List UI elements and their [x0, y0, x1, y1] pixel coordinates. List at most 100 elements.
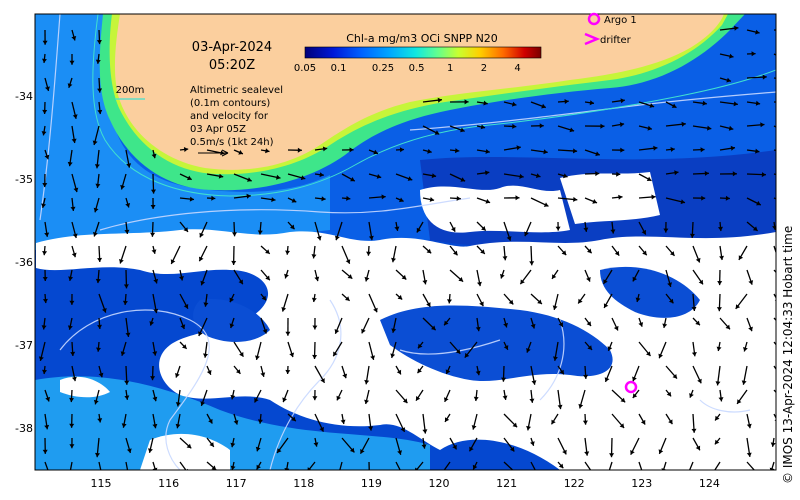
velocity-arrow	[422, 97, 443, 103]
velocity-arrow	[717, 269, 723, 286]
velocity-arrow	[233, 341, 244, 358]
velocity-arrow	[444, 413, 451, 423]
velocity-arrow	[476, 197, 491, 204]
velocity-arrow	[206, 461, 217, 470]
colorbar: Chl-a mg/m3 OCi SNPP N20 0.05 0.1 0.25 0.5 1…	[294, 32, 542, 74]
velocity-arrow	[500, 269, 505, 279]
velocity-arrow	[422, 413, 428, 434]
velocity-arrow	[203, 293, 209, 307]
velocity-arrow	[638, 125, 653, 131]
velocity-arrow	[519, 269, 532, 285]
velocity-arrow	[255, 437, 262, 452]
velocity-arrow	[689, 389, 694, 398]
velocity-arrow	[257, 221, 263, 235]
velocity-arrow	[179, 293, 189, 310]
velocity-arrow	[314, 146, 328, 152]
velocity-arrow	[179, 317, 186, 330]
velocity-arrow	[307, 461, 316, 470]
velocity-arrow	[746, 269, 754, 285]
velocity-arrow	[41, 125, 47, 136]
velocity-arrow	[395, 269, 407, 280]
velocity-arrow	[529, 389, 535, 403]
velocity-arrow	[773, 149, 776, 152]
velocity-arrow	[583, 221, 589, 232]
velocity-arrow	[503, 145, 521, 151]
velocity-arrow	[368, 173, 382, 179]
x-tick-116: 116	[158, 477, 179, 490]
velocity-arrow	[468, 437, 478, 452]
velocity-arrow	[692, 317, 701, 326]
velocity-arrow	[530, 365, 537, 385]
velocity-arrow	[449, 125, 465, 133]
velocity-arrow	[476, 245, 486, 255]
velocity-arrow	[96, 29, 102, 45]
velocity-arrow	[714, 413, 721, 421]
scale-arrow-icon	[198, 149, 229, 157]
velocity-arrow	[464, 341, 478, 359]
velocity-arrow	[341, 173, 356, 182]
velocity-arrow	[746, 29, 760, 35]
velocity-arrow	[746, 461, 756, 470]
velocity-arrow	[395, 147, 405, 153]
velocity-arrow	[665, 389, 672, 397]
colorbar-tick-0.05: 0.05	[294, 63, 316, 74]
velocity-arrow	[71, 173, 79, 193]
x-tick-122: 122	[564, 477, 585, 490]
velocity-arrow	[67, 77, 73, 89]
velocity-arrow	[260, 365, 266, 378]
x-tick-119: 119	[361, 477, 382, 490]
velocity-arrow	[665, 170, 679, 176]
velocity-arrow	[716, 293, 722, 312]
velocity-arrow	[312, 317, 318, 330]
velocity-arrow	[395, 173, 413, 181]
velocity-arrow	[551, 269, 559, 280]
velocity-arrow	[503, 101, 517, 107]
velocity-arrow	[476, 293, 484, 307]
velocity-arrow	[449, 99, 469, 105]
velocity-arrow	[361, 317, 370, 334]
velocity-arrow	[603, 293, 613, 309]
velocity-arrow	[719, 25, 739, 31]
drifter-legend-label: drifter	[600, 35, 632, 46]
velocity-arrow	[584, 123, 605, 129]
velocity-arrow	[692, 147, 705, 153]
velocity-arrow	[638, 245, 648, 256]
velocity-arrow	[364, 389, 370, 405]
velocity-arrow	[638, 341, 652, 357]
plot-border	[34, 13, 777, 471]
velocity-arrow	[96, 341, 101, 352]
velocity-arrow	[152, 293, 159, 314]
y-tick-34: -34	[15, 90, 33, 103]
velocity-arrow	[738, 245, 748, 261]
velocity-arrow	[577, 293, 586, 304]
velocity-arrow	[42, 269, 48, 282]
velocity-arrow	[421, 437, 427, 449]
velocity-arrow	[530, 437, 535, 447]
velocity-arrow	[95, 269, 101, 284]
velocity-arrow	[285, 317, 291, 336]
velocity-arrow	[692, 171, 709, 176]
velocity-arrow	[282, 389, 289, 403]
velocity-arrow	[179, 269, 184, 281]
velocity-arrow	[557, 245, 567, 256]
velocity-arrow	[449, 245, 459, 256]
velocity-arrow	[125, 461, 129, 470]
velocity-arrow	[285, 245, 290, 255]
velocity-arrow	[314, 221, 322, 241]
velocity-arrow	[476, 221, 487, 232]
velocity-arrow	[41, 197, 46, 209]
velocity-arrow	[314, 172, 324, 178]
velocity-arrow	[530, 317, 536, 329]
velocity-arrow	[553, 341, 559, 361]
velocity-arrow	[42, 365, 47, 375]
velocity-arrow	[632, 269, 640, 282]
velocity-arrow	[179, 147, 189, 152]
velocity-arrow	[602, 269, 613, 285]
velocity-arrow	[736, 389, 748, 405]
velocity-arrow	[663, 221, 669, 233]
velocity-arrow	[584, 245, 593, 254]
velocity-arrow	[743, 341, 748, 352]
velocity-arrow	[692, 245, 701, 263]
velocity-arrow	[97, 317, 102, 330]
velocity-arrow	[417, 341, 424, 349]
